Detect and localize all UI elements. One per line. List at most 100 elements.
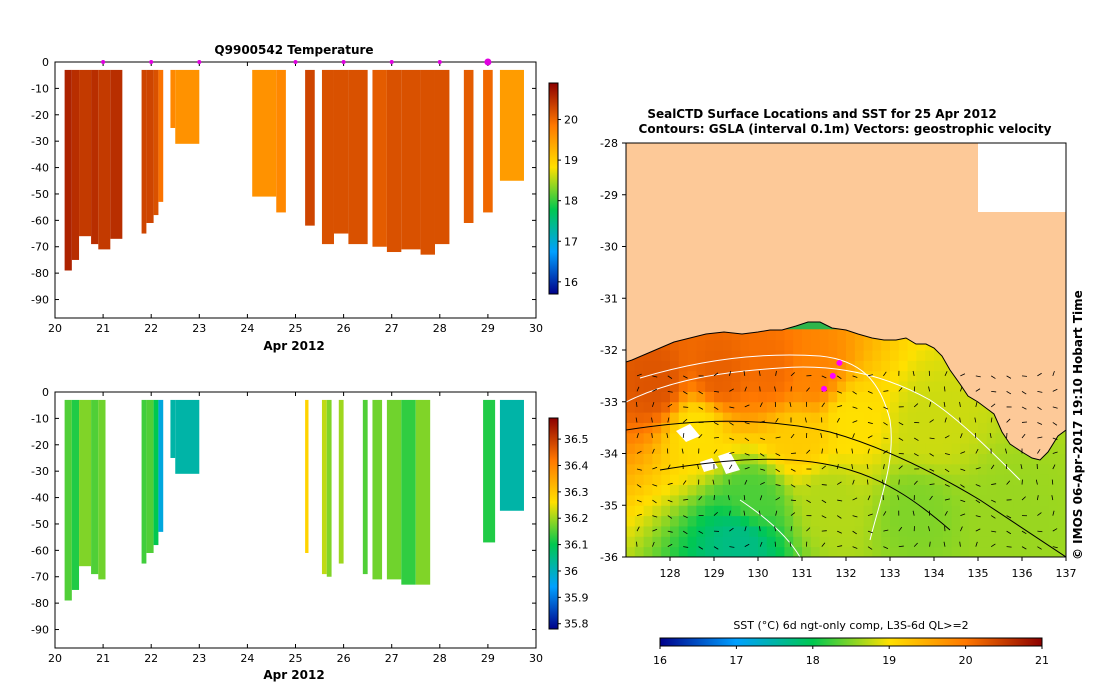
velocity-vector	[682, 391, 688, 395]
sst-cell	[740, 484, 750, 496]
sst-cell	[907, 536, 917, 548]
velocity-vector	[852, 546, 858, 549]
sst-cell	[731, 474, 741, 486]
sst-cell	[1039, 515, 1049, 527]
sst-cell	[978, 484, 988, 496]
profile-column	[252, 69, 277, 197]
sst-cell	[758, 329, 768, 341]
sst-cell	[678, 350, 689, 361]
sst-cell	[907, 391, 917, 403]
velocity-vector	[713, 422, 719, 426]
sst-cell	[819, 370, 829, 382]
sst-cell	[731, 339, 741, 351]
sst-cell	[696, 505, 706, 517]
velocity-vector	[883, 406, 889, 410]
sst-cell	[942, 381, 953, 392]
velocity-vector	[774, 526, 776, 532]
sst-cell	[872, 339, 882, 351]
velocity-vector	[867, 406, 873, 411]
sst-cell	[951, 391, 961, 403]
sst-cell	[749, 515, 759, 527]
sst-cell	[652, 432, 662, 444]
sst-cell	[766, 536, 777, 548]
sst-cell	[960, 515, 970, 527]
sst-cell	[986, 422, 997, 434]
sst-cell	[714, 474, 724, 486]
sst-cell	[881, 536, 891, 548]
sst-cell	[714, 422, 724, 434]
sst-cell	[916, 370, 926, 382]
sst-cell	[784, 515, 794, 527]
sst-cell	[722, 339, 733, 351]
sst-cell	[978, 412, 988, 423]
sst-cell	[722, 443, 733, 454]
sst-cell	[1039, 484, 1049, 496]
sst-cell	[1057, 453, 1066, 465]
sst-cell	[1039, 474, 1049, 486]
sst-cell	[819, 505, 829, 517]
sst-cell	[687, 443, 697, 454]
profile-column	[64, 399, 72, 601]
velocity-vector	[881, 479, 884, 485]
sst-cell	[661, 391, 671, 403]
velocity-vector	[852, 406, 858, 409]
sst-cell	[942, 412, 953, 423]
sst-cell	[758, 422, 768, 434]
x-tick-label: 21	[96, 652, 110, 665]
x-tick-label: 26	[337, 652, 351, 665]
profile-column	[146, 399, 154, 553]
velocity-vector	[636, 386, 640, 392]
sst-cell	[942, 370, 953, 382]
sst-cell	[872, 401, 882, 413]
colorbar-tick-label: 36.4	[564, 459, 589, 472]
sst-cell	[775, 432, 785, 444]
velocity-vector	[790, 484, 796, 488]
sst-cell	[793, 463, 803, 475]
map-x-tick-label: 133	[880, 567, 901, 580]
sst-cell	[810, 401, 821, 413]
sst-cell	[854, 432, 865, 444]
velocity-vector	[991, 499, 996, 503]
sst-cell	[758, 339, 768, 351]
sst-cell	[784, 525, 794, 537]
velocity-vector	[821, 499, 827, 504]
sst-cell	[890, 422, 900, 434]
sst-cell	[925, 474, 935, 486]
sst-cell	[960, 453, 970, 465]
sst-cell	[758, 484, 768, 496]
sst-cell	[890, 412, 900, 423]
sst-cell	[775, 453, 785, 465]
gsla-contour-5	[739, 499, 801, 557]
sst-cell	[907, 515, 917, 527]
sst-cell	[934, 494, 944, 506]
sst-cell	[828, 505, 838, 517]
colorbar-tick-label: 19	[564, 154, 578, 167]
sst-cell	[634, 453, 645, 465]
sst-cell	[775, 329, 785, 341]
velocity-vector	[960, 513, 966, 516]
velocity-vector	[636, 499, 642, 503]
sst-cell	[837, 494, 847, 506]
profile-column	[499, 69, 524, 181]
sst-cell	[758, 463, 768, 475]
sst-cell	[916, 443, 926, 454]
sst-cell	[969, 484, 979, 496]
sst-cell	[890, 401, 900, 413]
sst-cell	[634, 443, 645, 454]
sst-cell	[907, 546, 917, 557]
sst-cell	[714, 329, 724, 341]
sst-cell	[775, 525, 785, 537]
sst-cell	[995, 432, 1005, 444]
profile-marker	[293, 60, 298, 64]
sst-cell	[670, 432, 680, 444]
sst-cell	[696, 494, 706, 506]
sst-cell	[740, 339, 750, 351]
sst-cell	[969, 453, 979, 465]
sst-cell	[846, 494, 856, 506]
map-y-tick-label: -36	[600, 551, 618, 564]
sst-cell	[969, 546, 979, 557]
sst-cell	[626, 443, 636, 454]
velocity-vector	[867, 495, 871, 501]
sst-cell	[1013, 453, 1023, 465]
velocity-vector	[913, 386, 916, 392]
